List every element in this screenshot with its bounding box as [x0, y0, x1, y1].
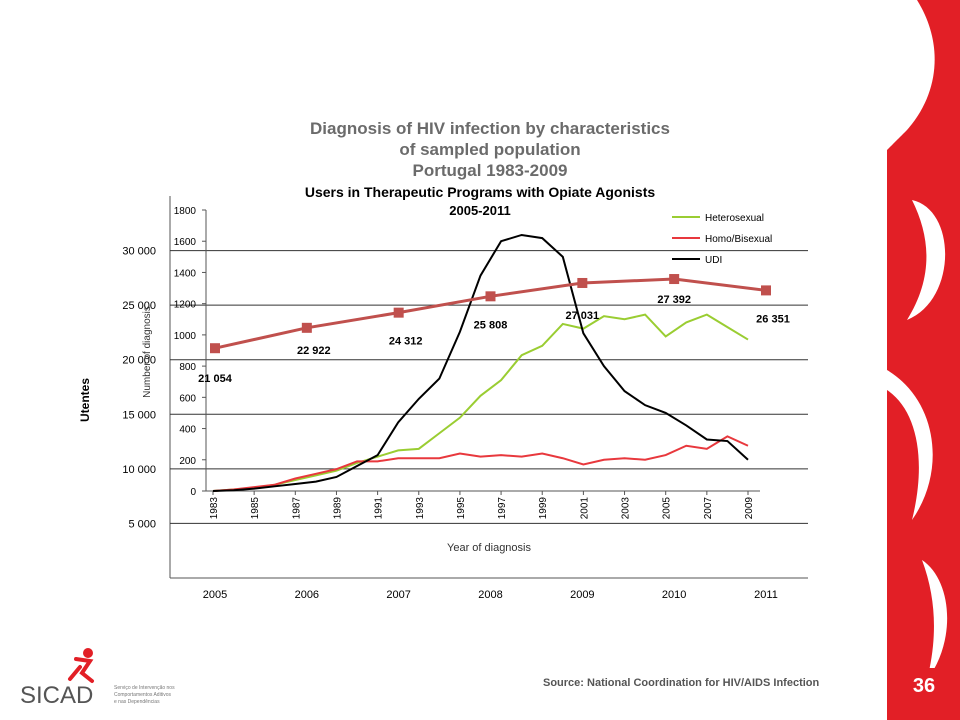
inner-x-tick-label: 1999	[538, 497, 549, 520]
outer-x-tick-label: 2011	[754, 589, 778, 601]
outer-data-label: 27 392	[657, 294, 691, 306]
outer-data-point	[577, 277, 588, 288]
outer-data-point	[669, 274, 680, 285]
inner-y-tick-label: 0	[190, 487, 196, 498]
inner-y-tick-label: 200	[179, 456, 196, 467]
outer-data-point	[485, 291, 496, 302]
outer-data-label: 21 054	[198, 373, 233, 385]
outer-x-tick-label: 2010	[662, 589, 686, 601]
outer-y-tick-label: 15 000	[122, 409, 156, 421]
sicad-logo-graphic: SICAD Serviço de Intervenção nos Comport…	[20, 648, 175, 709]
outer-gridlines	[170, 250, 808, 524]
inner-x-tick-label: 1989	[332, 497, 343, 520]
logo-subtext-1: Serviço de Intervenção nos	[114, 685, 175, 691]
inner-y-tick-label: 400	[179, 425, 196, 436]
outer-data-label: 27 031	[566, 310, 600, 322]
inner-y-tick-label: 1800	[174, 206, 197, 217]
inner-chart-area	[200, 208, 770, 582]
inner-x-tick-label: 2001	[579, 497, 590, 520]
logo-subtext-2: Comportamentos Aditivos	[114, 692, 171, 698]
inner-x-axis-label: Year of diagnosis	[447, 542, 531, 554]
legend-label: Heterosexual	[705, 213, 764, 224]
outer-data-label: 26 351	[756, 313, 790, 325]
inner-y-tick-label: 1000	[174, 331, 197, 342]
inner-y-tick-label: 1200	[174, 300, 197, 311]
outer-x-tick-label: 2009	[570, 589, 594, 601]
inner-x-tick-label: 1993	[415, 497, 426, 520]
page-number: 36	[901, 668, 947, 704]
decorative-red-band	[887, 0, 960, 720]
outer-series-group: 21 054 22 922 24 312 25 808 27 031 27 392 26 3…	[198, 274, 790, 385]
outer-y-tick-label: 30 000	[122, 246, 156, 258]
runner-figure-icon	[68, 648, 94, 683]
inner-x-tick-label: 2003	[621, 497, 632, 520]
inner-x-tick-label: 2009	[744, 497, 755, 520]
outer-chart-title: Users in Therapeutic Programs with Opiat…	[305, 184, 656, 200]
outer-chart-subtitle: 2005-2011	[449, 203, 510, 218]
title-line-3: Portugal 1983-2009	[412, 161, 568, 180]
outer-x-tick-label: 2006	[295, 589, 319, 601]
outer-y-tick-label: 25 000	[122, 300, 156, 312]
inner-series-line	[212, 313, 749, 492]
inner-x-tick-labels: 1983 1985 1987 1989 1991 1993 1995 1997 1999 2001…	[209, 491, 755, 519]
outer-x-tick-label: 2007	[386, 589, 410, 601]
outer-data-label: 22 922	[297, 345, 331, 357]
inner-y-tick-label: 1400	[174, 268, 197, 279]
outer-data-point	[393, 307, 404, 318]
outer-data-point	[301, 322, 312, 333]
inner-y-axis-label: Number of diagnosis	[142, 306, 153, 398]
inner-x-tick-label: 1985	[250, 497, 261, 520]
legend-label: Homo/Bisexual	[705, 234, 772, 245]
legend-label: UDI	[705, 255, 722, 266]
inner-x-tick-label: 2007	[703, 497, 714, 520]
outer-chart: Users in Therapeutic Programs with Opiat…	[78, 184, 808, 601]
outer-x-tick-label: 2008	[478, 589, 502, 601]
inner-y-tick-label: 1600	[174, 237, 197, 248]
inner-x-tick-label: 1997	[497, 497, 508, 520]
inner-series-group	[212, 233, 749, 492]
logo-subtext-3: e nas Dependências	[114, 699, 160, 705]
slide-title: Diagnosis of HIV infection by characteri…	[200, 118, 780, 181]
inner-series-line	[212, 435, 749, 492]
outer-data-point	[761, 285, 771, 296]
source-note: Source: National Coordination for HIV/AI…	[543, 677, 820, 689]
inner-x-tick-label: 1983	[209, 497, 220, 520]
inner-y-tick-label: 600	[179, 393, 196, 404]
sicad-logo: SICAD Serviço de Intervenção nos Comport…	[18, 645, 178, 709]
title-line-1: Diagnosis of HIV infection by characteri…	[310, 119, 670, 138]
outer-y-tick-label: 10 000	[122, 464, 156, 476]
outer-x-tick-label: 2005	[203, 589, 227, 601]
inner-x-tick-label: 1995	[456, 497, 467, 520]
inner-y-tick-labels: 0 200 400 600 800 1000 1200 1400 1600 1800	[174, 206, 206, 498]
inner-legend: Heterosexual Homo/Bisexual UDI	[672, 213, 772, 266]
title-line-2: of sampled population	[399, 140, 581, 159]
logo-wordmark: SICAD	[20, 682, 93, 707]
outer-y-tick-labels: 5 000 10 000 15 000 20 000 25 000 30 000	[122, 246, 156, 531]
outer-x-tick-labels: 2005 2006 2007 2008 2009 2010 2011	[203, 589, 778, 601]
inner-series-line	[212, 233, 749, 492]
outer-y-tick-label: 20 000	[122, 355, 156, 367]
outer-data-label: 25 808	[474, 319, 508, 331]
decorative-shapes	[887, 0, 948, 680]
inner-y-tick-label: 800	[179, 362, 196, 373]
outer-y-tick-label: 5 000	[128, 518, 156, 530]
outer-y-axis-label: Utentes	[78, 378, 92, 422]
inner-x-tick-label: 1991	[374, 497, 385, 520]
outer-data-label: 24 312	[389, 336, 423, 348]
inner-x-tick-label: 2005	[662, 497, 673, 520]
inner-x-tick-label: 1987	[291, 497, 302, 520]
outer-data-point	[210, 343, 220, 354]
